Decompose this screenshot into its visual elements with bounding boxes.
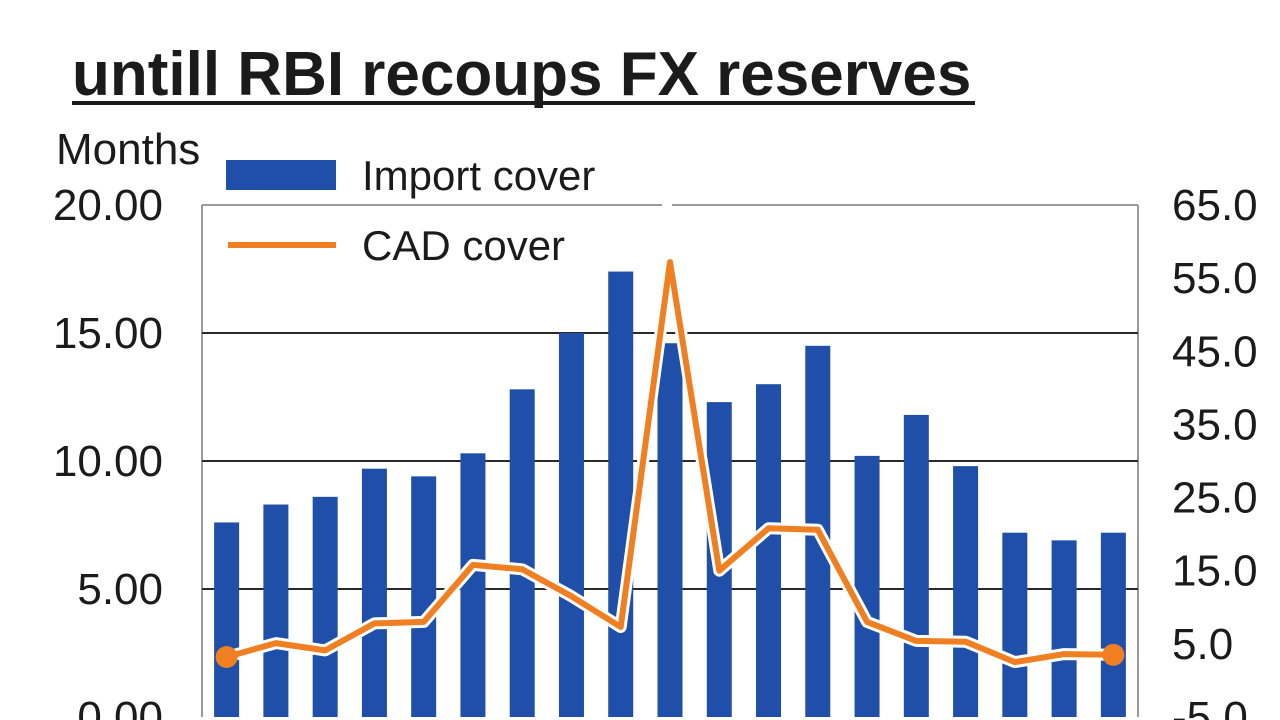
import-cover-bar: [263, 504, 289, 717]
y-axis-label: Months: [56, 125, 200, 174]
cad-cover-endpoint: [215, 646, 238, 669]
import-cover-bar: [214, 522, 240, 717]
import-cover-bar: [756, 384, 782, 717]
chart-title: untill RBI recoups FX reserves: [72, 40, 971, 109]
import-cover-bar: [509, 389, 535, 717]
right-tick-label: 55.0: [1172, 254, 1258, 303]
left-tick-label: 5.00: [77, 565, 163, 614]
left-tick-label: 15.00: [53, 309, 163, 358]
import-cover-bar: [361, 468, 387, 717]
legend-cad-cover-label: CAD cover: [362, 222, 565, 269]
legend-import-cover-label: Import cover: [362, 152, 595, 199]
import-cover-bar: [1002, 532, 1028, 717]
import-cover-bar: [460, 453, 486, 717]
right-tick-label: 5.0: [1172, 620, 1233, 669]
legend: Import cover CAD cover: [226, 152, 595, 269]
import-cover-bar: [1051, 540, 1077, 717]
right-tick-label: 25.0: [1172, 474, 1258, 523]
cad-cover-line: [223, 259, 1117, 666]
left-tick-label: 20.00: [53, 181, 163, 230]
right-axis-ticks: -5.0 5.0 15.0 25.0 35.0 45.0 55.0 65.0: [1172, 181, 1258, 720]
import-cover-bar: [411, 476, 437, 717]
left-tick-label: 10.00: [53, 437, 163, 486]
right-tick-label: 65.0: [1172, 181, 1258, 230]
import-cover-bar: [1100, 532, 1126, 717]
left-tick-label: 0.00: [77, 693, 163, 720]
import-cover-bar: [903, 414, 929, 717]
right-tick-label: -5.0: [1172, 693, 1248, 720]
import-cover-bar: [854, 455, 880, 717]
import-cover-bar: [953, 466, 979, 717]
cad-cover-endpoint: [1102, 643, 1125, 666]
right-tick-label: 45.0: [1172, 327, 1258, 376]
import-cover-bar: [558, 333, 584, 717]
right-tick-label: 35.0: [1172, 400, 1258, 449]
import-cover-bars: [214, 271, 1126, 717]
import-cover-bar: [608, 271, 634, 717]
right-tick-label: 15.0: [1172, 547, 1258, 596]
import-cover-bar: [312, 496, 338, 717]
cad-cover-line-layer: [215, 256, 1125, 669]
left-axis-ticks: 0.00 5.00 10.00 15.00 20.00: [53, 181, 163, 720]
legend-import-cover-swatch: [226, 160, 336, 190]
import-cover-bar: [657, 343, 683, 717]
